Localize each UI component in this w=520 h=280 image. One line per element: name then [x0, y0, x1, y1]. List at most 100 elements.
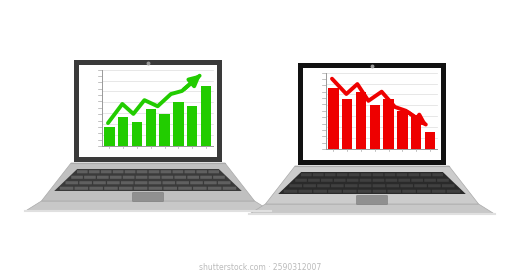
Bar [342, 99, 353, 149]
FancyBboxPatch shape [373, 190, 386, 193]
Bar [411, 115, 421, 149]
Bar [356, 92, 366, 149]
FancyBboxPatch shape [134, 187, 147, 190]
FancyBboxPatch shape [84, 176, 96, 179]
FancyBboxPatch shape [162, 176, 173, 179]
FancyBboxPatch shape [60, 187, 73, 190]
FancyBboxPatch shape [74, 187, 88, 190]
FancyBboxPatch shape [314, 190, 327, 193]
FancyBboxPatch shape [135, 181, 147, 184]
FancyBboxPatch shape [417, 190, 431, 193]
FancyBboxPatch shape [80, 181, 92, 184]
FancyBboxPatch shape [200, 176, 212, 179]
FancyBboxPatch shape [89, 170, 100, 173]
FancyBboxPatch shape [284, 190, 297, 193]
FancyBboxPatch shape [149, 176, 160, 179]
FancyBboxPatch shape [137, 170, 147, 173]
FancyBboxPatch shape [71, 176, 83, 179]
FancyBboxPatch shape [397, 173, 407, 176]
Polygon shape [42, 163, 255, 201]
FancyBboxPatch shape [295, 179, 307, 182]
FancyBboxPatch shape [298, 190, 312, 193]
FancyBboxPatch shape [119, 187, 133, 190]
FancyBboxPatch shape [162, 181, 175, 184]
FancyBboxPatch shape [136, 176, 147, 179]
FancyBboxPatch shape [331, 184, 344, 187]
FancyBboxPatch shape [328, 190, 342, 193]
Polygon shape [54, 169, 242, 191]
Bar [201, 87, 211, 146]
FancyBboxPatch shape [442, 184, 454, 187]
FancyBboxPatch shape [303, 184, 316, 187]
FancyBboxPatch shape [113, 170, 123, 173]
FancyBboxPatch shape [385, 179, 397, 182]
FancyBboxPatch shape [104, 187, 118, 190]
FancyBboxPatch shape [321, 179, 333, 182]
Bar [132, 122, 142, 146]
FancyBboxPatch shape [174, 176, 186, 179]
FancyBboxPatch shape [149, 170, 159, 173]
FancyBboxPatch shape [218, 181, 230, 184]
FancyBboxPatch shape [447, 190, 460, 193]
FancyBboxPatch shape [337, 173, 347, 176]
FancyBboxPatch shape [357, 195, 387, 204]
FancyBboxPatch shape [101, 170, 112, 173]
Bar [118, 117, 128, 146]
FancyBboxPatch shape [163, 187, 177, 190]
FancyBboxPatch shape [213, 176, 225, 179]
Bar [425, 132, 435, 149]
Bar [187, 106, 197, 146]
FancyBboxPatch shape [408, 173, 419, 176]
FancyBboxPatch shape [325, 173, 335, 176]
FancyBboxPatch shape [387, 190, 401, 193]
FancyBboxPatch shape [373, 179, 384, 182]
FancyBboxPatch shape [313, 173, 323, 176]
FancyBboxPatch shape [414, 184, 427, 187]
FancyBboxPatch shape [176, 181, 189, 184]
Bar [397, 111, 408, 149]
FancyBboxPatch shape [301, 173, 311, 176]
FancyBboxPatch shape [66, 181, 78, 184]
FancyBboxPatch shape [428, 184, 440, 187]
FancyBboxPatch shape [349, 173, 359, 176]
FancyBboxPatch shape [402, 190, 416, 193]
Bar [79, 65, 217, 157]
Bar [328, 88, 339, 149]
FancyBboxPatch shape [209, 170, 219, 173]
FancyBboxPatch shape [359, 184, 371, 187]
FancyBboxPatch shape [420, 173, 431, 176]
FancyBboxPatch shape [185, 170, 195, 173]
FancyBboxPatch shape [308, 179, 320, 182]
Bar [146, 109, 156, 146]
FancyBboxPatch shape [193, 187, 206, 190]
FancyBboxPatch shape [77, 170, 88, 173]
FancyBboxPatch shape [97, 176, 109, 179]
FancyBboxPatch shape [400, 184, 413, 187]
FancyBboxPatch shape [121, 181, 134, 184]
Bar [298, 63, 446, 165]
FancyBboxPatch shape [178, 187, 192, 190]
FancyBboxPatch shape [361, 173, 371, 176]
FancyBboxPatch shape [385, 173, 395, 176]
FancyBboxPatch shape [411, 179, 423, 182]
FancyBboxPatch shape [290, 184, 302, 187]
FancyBboxPatch shape [432, 173, 443, 176]
FancyBboxPatch shape [343, 190, 357, 193]
Bar [303, 68, 441, 160]
Text: shutterstock.com · 2590312007: shutterstock.com · 2590312007 [199, 263, 321, 272]
Bar [383, 99, 394, 149]
FancyBboxPatch shape [317, 184, 330, 187]
FancyBboxPatch shape [424, 179, 436, 182]
Bar [173, 102, 184, 146]
FancyBboxPatch shape [93, 181, 106, 184]
FancyBboxPatch shape [149, 181, 161, 184]
FancyBboxPatch shape [398, 179, 410, 182]
FancyBboxPatch shape [161, 170, 171, 173]
Bar [104, 127, 114, 146]
Polygon shape [265, 166, 478, 204]
FancyBboxPatch shape [89, 187, 103, 190]
FancyBboxPatch shape [204, 181, 217, 184]
FancyBboxPatch shape [334, 179, 346, 182]
Bar [160, 114, 170, 146]
Polygon shape [278, 172, 466, 194]
